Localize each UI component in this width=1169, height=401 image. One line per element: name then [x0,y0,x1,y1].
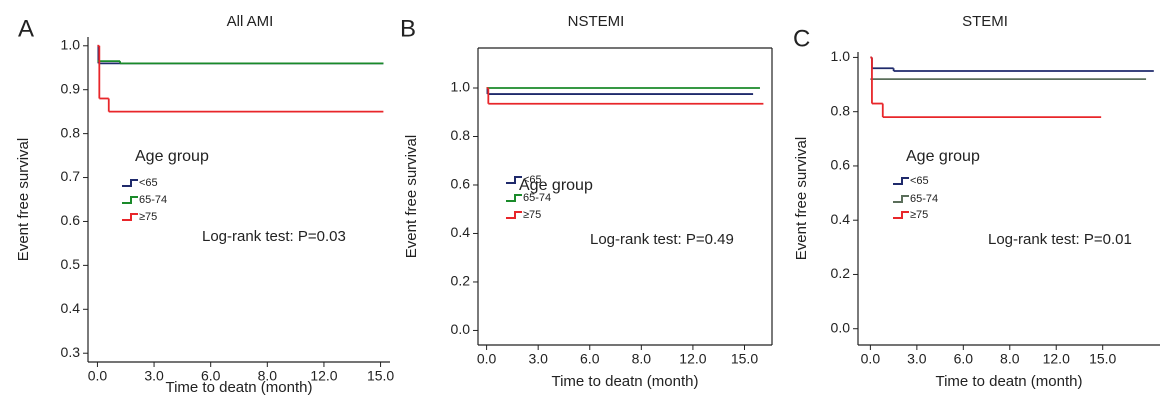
legend-label: 65-74 [910,193,938,205]
x-tick-label: 6.0 [954,351,974,367]
x-axis-title: Time to deatn (month) [165,379,312,396]
legend-label: ≥75 [910,209,928,221]
y-tick-label: 0.6 [61,212,81,228]
legend-title: Age group [906,148,980,165]
legend-icon [893,195,909,203]
annotation: Log-rank test: P=0.03 [202,228,346,245]
y-tick-label: 0.4 [61,300,81,316]
legend-icon [893,211,909,219]
panel-label: B [400,15,416,42]
y-tick-label: 0.0 [831,319,851,335]
y-tick-label: 1.0 [451,79,471,95]
chart-title: All AMI [227,13,274,30]
legend-title: Age group [519,177,593,194]
y-axis-title: Event free survival [403,135,420,258]
legend-icon [506,211,522,219]
y-tick-label: 0.2 [451,273,471,289]
x-tick-label: 8.0 [258,368,278,384]
y-tick-label: 0.4 [451,224,471,240]
x-tick-label: 15.0 [367,368,394,384]
y-axis-title: Event free survival [793,137,810,260]
x-tick-label: 12.0 [1043,351,1070,367]
x-tick-label: 12.0 [310,368,337,384]
legend-label: 65-74 [523,192,551,204]
y-tick-label: 0.7 [61,168,81,184]
x-tick-label: 15.0 [1089,351,1116,367]
y-tick-label: 0.8 [451,127,471,143]
panel-label: C [793,25,810,52]
legend-icon [506,176,522,184]
y-tick-label: 0.6 [831,157,851,173]
y-tick-label: 0.3 [61,344,81,360]
x-axis-title: Time to deatn (month) [935,373,1082,390]
legend-label: <65 [523,174,542,186]
x-tick-label: 3.0 [528,351,548,367]
legend-label: ≥75 [523,209,541,221]
y-tick-label: 0.0 [451,321,471,337]
legend-icon [122,196,138,204]
x-tick-label: 0.0 [861,351,881,367]
x-tick-label: 12.0 [679,351,706,367]
legend-label: <65 [139,177,158,189]
y-tick-label: 0.4 [831,211,851,227]
y-tick-label: 0.8 [61,124,81,140]
legend-icon [122,213,138,221]
y-tick-label: 0.5 [61,256,81,272]
legend-icon [506,194,522,202]
y-tick-label: 1.0 [831,48,851,64]
y-tick-label: 0.6 [451,176,471,192]
x-tick-label: 3.0 [144,368,164,384]
annotation: Log-rank test: P=0.01 [988,231,1132,248]
x-tick-label: 0.0 [88,368,108,384]
chart-title: STEMI [962,13,1008,30]
legend-title: Age group [135,148,209,165]
x-tick-label: 8.0 [632,351,652,367]
legend-label: ≥75 [139,211,157,223]
x-tick-label: 0.0 [477,351,497,367]
x-tick-label: 6.0 [580,351,600,367]
x-axis-title: Time to deatn (month) [551,373,698,390]
y-tick-label: 0.8 [831,102,851,118]
legend-label: 65-74 [139,194,167,206]
x-tick-label: 6.0 [201,368,221,384]
legend-icon [893,177,909,185]
legend-label: <65 [910,175,929,187]
annotation: Log-rank test: P=0.49 [590,231,734,248]
panel-label: A [18,15,34,42]
y-tick-label: 1.0 [61,36,81,52]
legend-icon [122,179,138,187]
chart-title: NSTEMI [568,13,625,30]
x-tick-label: 3.0 [907,351,927,367]
x-tick-label: 8.0 [1000,351,1020,367]
y-axis-title: Event free survival [15,138,32,261]
y-tick-label: 0.9 [61,80,81,96]
x-tick-label: 15.0 [731,351,758,367]
y-tick-label: 0.2 [831,265,851,281]
